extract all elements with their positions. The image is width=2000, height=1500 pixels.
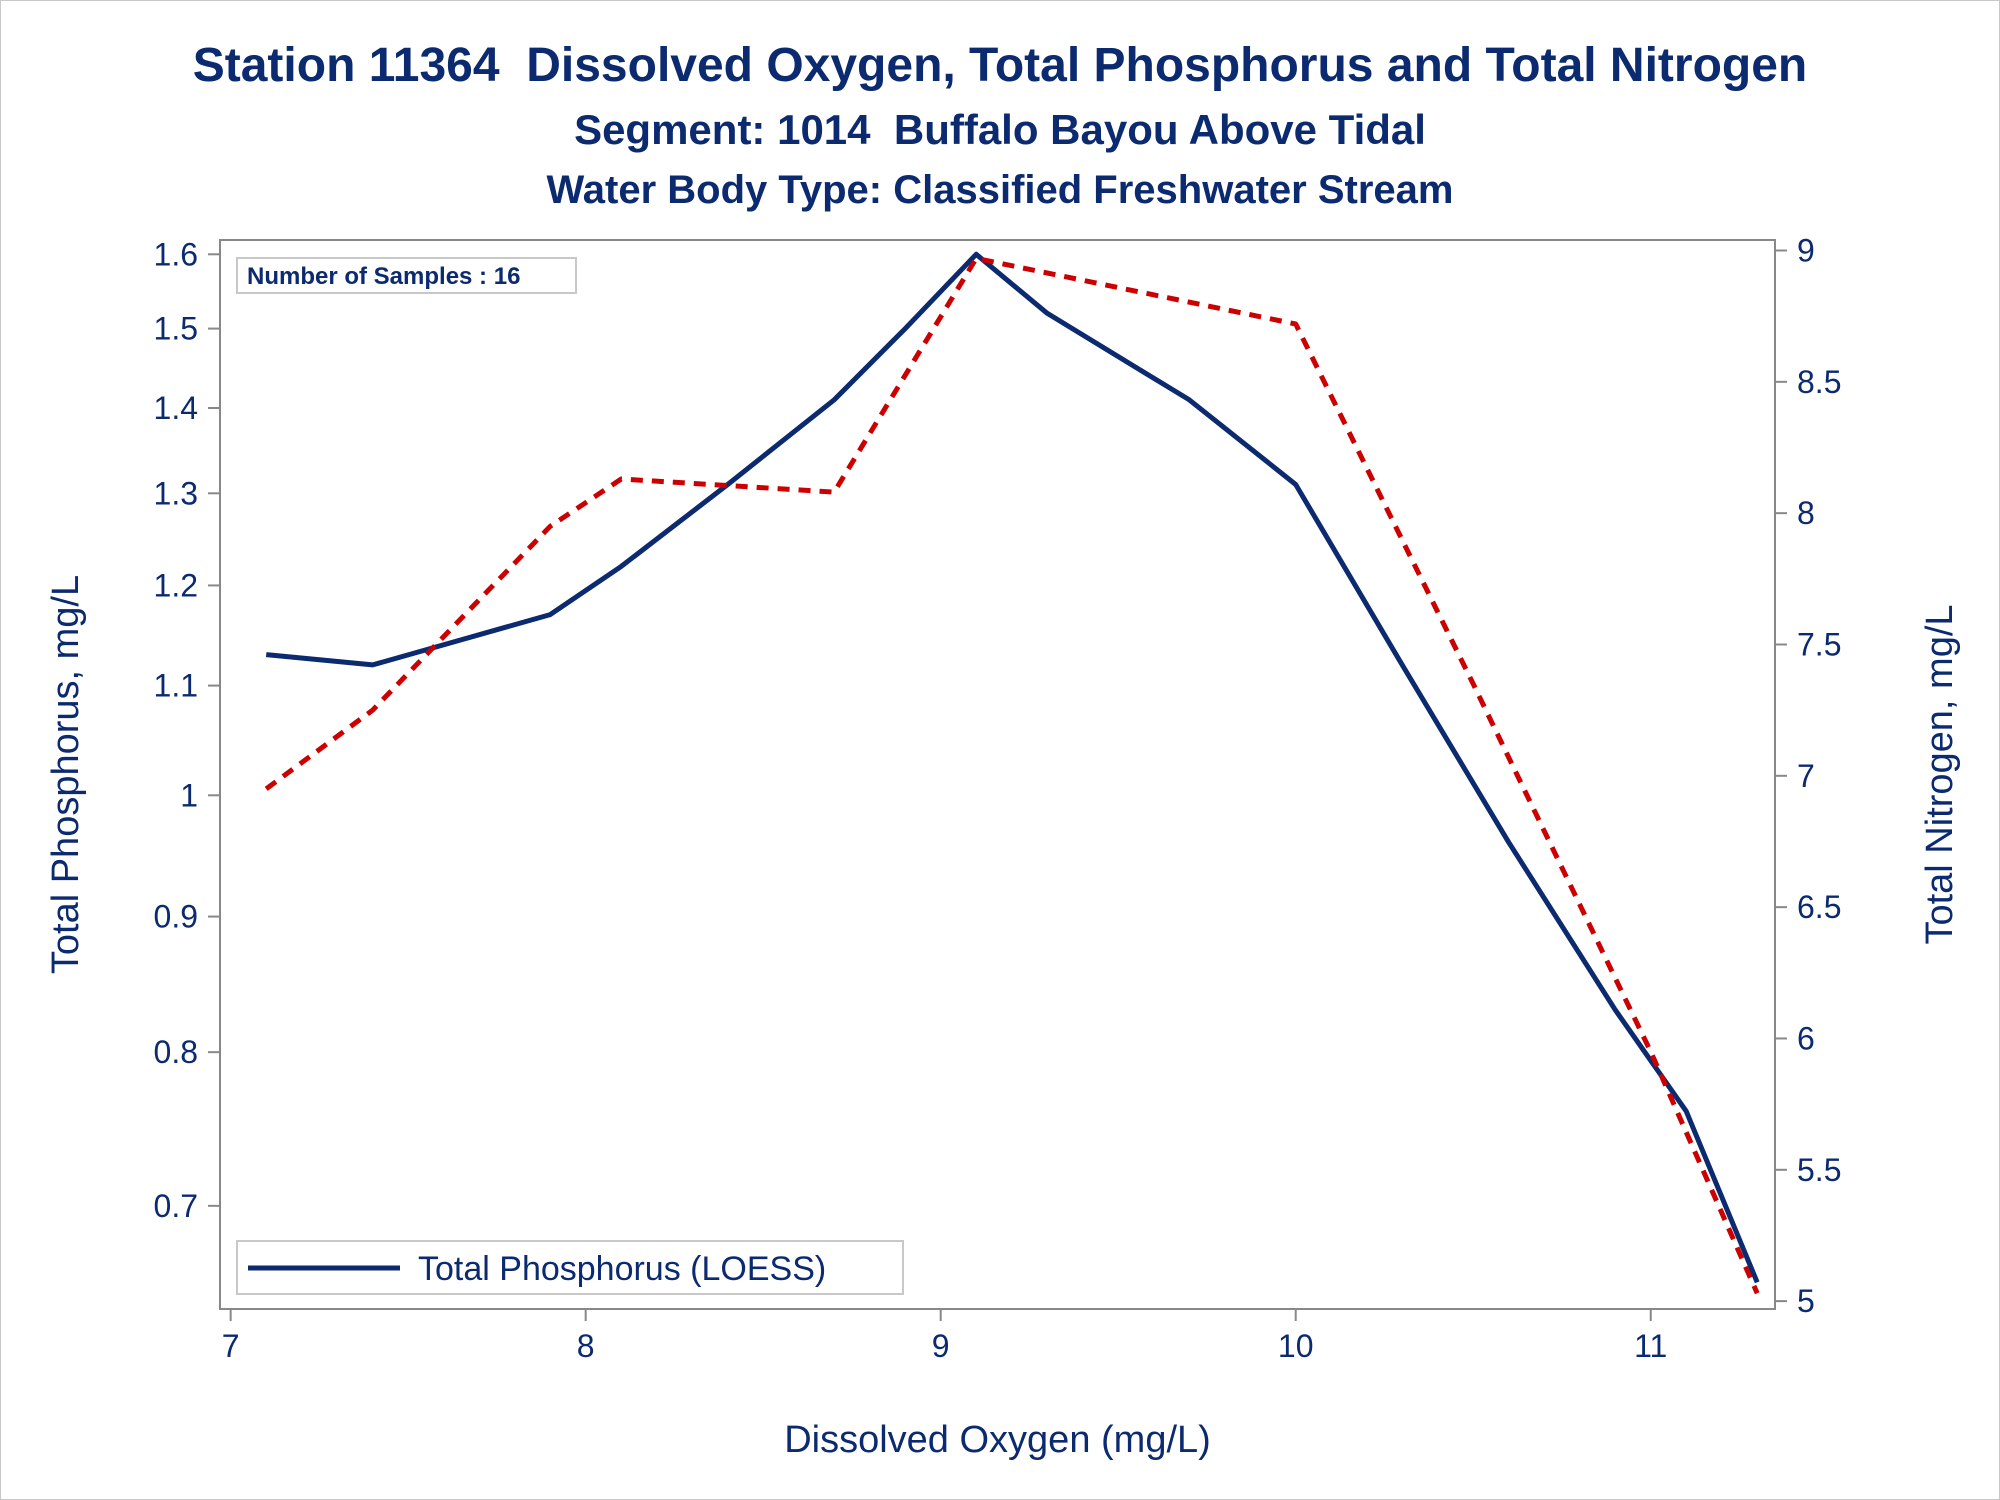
chart-subtitle-2: Water Body Type: Classified Freshwater S…	[546, 168, 1454, 212]
x-tick-label: 11	[1634, 1328, 1667, 1364]
y-tick-label: 1.4	[154, 390, 198, 426]
y2-axis-label: Total Nitrogen, mg/L	[1919, 604, 1961, 944]
y2-tick-label: 8	[1797, 495, 1815, 531]
x-axis-label: Dissolved Oxygen (mg/L)	[784, 1419, 1211, 1461]
y-tick-label: 1	[180, 777, 198, 813]
y-tick-label: 1.2	[154, 567, 198, 603]
legend-label: Total Phosphorus (LOESS)	[418, 1250, 826, 1288]
y-tick-label: 0.9	[154, 899, 198, 935]
y2-tick-label: 7	[1797, 758, 1815, 794]
y2-tick-label: 6.5	[1797, 889, 1841, 925]
y2-tick-label: 9	[1797, 233, 1815, 269]
y-tick-label: 1.6	[154, 236, 198, 272]
y2-tick-label: 8.5	[1797, 364, 1841, 400]
chart-title: Station 11364 Dissolved Oxygen, Total Ph…	[192, 39, 1808, 92]
sample-count-label: Number of Samples : 16	[247, 263, 520, 290]
nitrogen-series-line	[264, 255, 1760, 1295]
x-tick-label: 7	[222, 1328, 240, 1364]
x-tick-label: 9	[932, 1328, 950, 1364]
plot-area	[219, 239, 1776, 1310]
y-tick-label: 0.8	[154, 1034, 198, 1070]
y-tick-label: 0.7	[154, 1188, 198, 1224]
y2-tick-label: 6	[1797, 1020, 1815, 1056]
y-tick-label: 1.1	[154, 668, 198, 704]
x-tick-label: 8	[577, 1328, 595, 1364]
y2-tick-label: 7.5	[1797, 626, 1841, 662]
x-tick-label: 10	[1278, 1328, 1314, 1364]
y2-tick-label: 5.5	[1797, 1152, 1841, 1188]
phosphorus-series-line	[265, 251, 1760, 1284]
y-axis-label: Total Phosphorus, mg/L	[45, 575, 87, 974]
y-tick-label: 1.5	[154, 311, 198, 347]
y2-tick-label: 5	[1797, 1283, 1815, 1319]
chart-subtitle: Segment: 1014 Buffalo Bayou Above Tidal	[574, 106, 1426, 153]
y-tick-label: 1.3	[154, 475, 198, 511]
inset-box	[236, 257, 577, 294]
